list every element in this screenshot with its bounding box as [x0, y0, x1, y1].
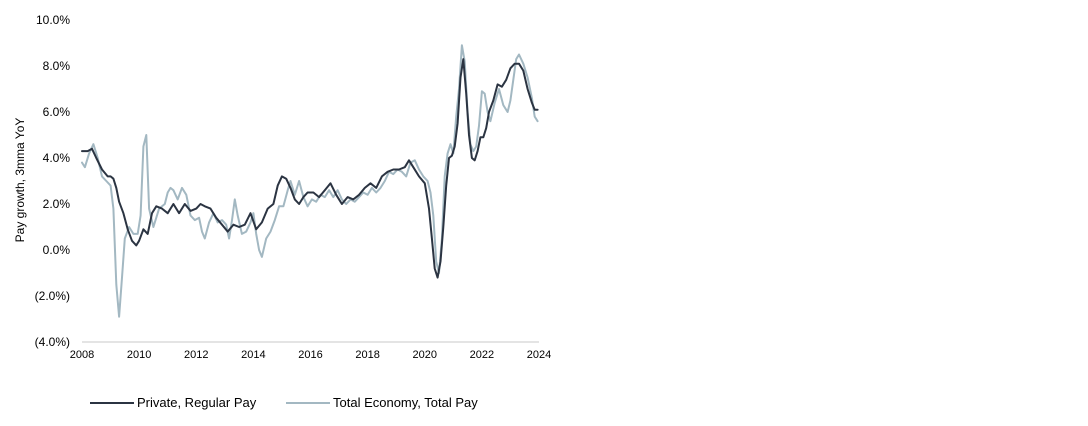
legend-item-total-economy-total-pay[interactable]: Total Economy, Total Pay	[286, 395, 478, 410]
y-axis-label: Pay growth, 3mma YoY	[13, 118, 27, 243]
x-axis-tick-labels: 2008 2010 2012 2014 2016 2018 2020 2022 2024	[70, 349, 551, 361]
y-tick-label: (4.0%)	[35, 335, 70, 349]
x-tick-label: 2008	[70, 349, 94, 361]
y-tick-label: (2.0%)	[35, 289, 70, 303]
x-tick-label: 2024	[527, 349, 551, 361]
legend-item-private-regular-pay[interactable]: Private, Regular Pay	[90, 395, 257, 410]
x-tick-label: 2018	[355, 349, 379, 361]
x-tick-label: 2012	[184, 349, 208, 361]
x-tick-label: 2020	[413, 349, 437, 361]
y-axis-tick-labels: (4.0%) (2.0%) 0.0% 2.0% 4.0% 6.0% 8.0% 10.0%	[35, 13, 71, 349]
y-tick-label: 10.0%	[36, 13, 70, 27]
legend-label-total-economy-total-pay: Total Economy, Total Pay	[333, 395, 478, 410]
y-tick-label: 2.0%	[43, 197, 71, 211]
x-tick-label: 2016	[298, 349, 322, 361]
legend-label-private-regular-pay: Private, Regular Pay	[137, 395, 257, 410]
series-line-total-economy-total-pay	[81, 44, 539, 318]
y-tick-label: 4.0%	[43, 151, 71, 165]
legend: Private, Regular Pay Total Economy, Tota…	[90, 395, 478, 410]
series-line-private-regular-pay	[81, 58, 539, 279]
x-tick-label: 2022	[470, 349, 494, 361]
series-lines	[81, 44, 539, 318]
y-tick-label: 0.0%	[43, 243, 71, 257]
x-tick-label: 2010	[127, 349, 151, 361]
y-tick-label: 6.0%	[43, 105, 71, 119]
y-tick-label: 8.0%	[43, 59, 71, 73]
x-tick-label: 2014	[241, 349, 265, 361]
